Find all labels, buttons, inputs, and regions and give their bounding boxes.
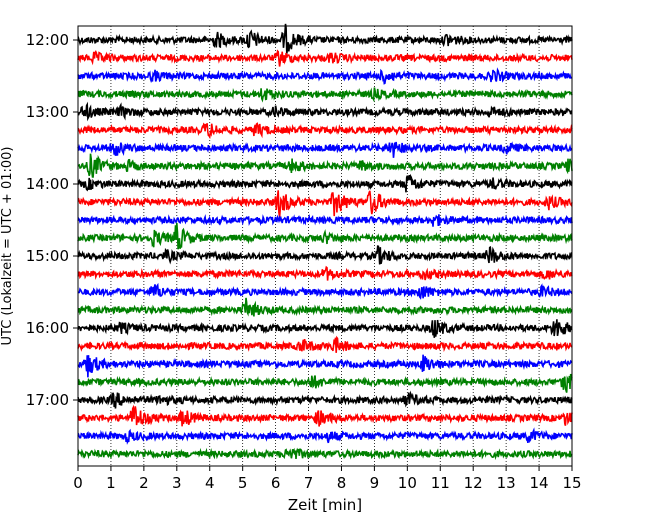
- seismogram-trace: [77, 373, 573, 393]
- seismogram-trace: [77, 173, 573, 193]
- grid-lines: [110, 26, 540, 466]
- y-tick-label: 17:00: [26, 391, 69, 409]
- x-tick-label: 15: [562, 474, 581, 492]
- seismogram-trace: [77, 335, 573, 353]
- seismogram-trace: [77, 122, 573, 140]
- seismogram-trace: [77, 222, 573, 250]
- x-tick-label: 9: [370, 474, 380, 492]
- seismogram-trace: [77, 427, 573, 445]
- seismogram-trace: [77, 265, 573, 281]
- seismogram-traces: [77, 23, 573, 461]
- x-tick-label: 13: [497, 474, 516, 492]
- seismogram-trace: [77, 390, 573, 409]
- y-tick-label: 13:00: [26, 103, 69, 121]
- seismogram-trace: [77, 297, 573, 317]
- seismogram-trace: [77, 447, 573, 461]
- seismogram-trace: [77, 404, 573, 427]
- x-tick-label: 11: [431, 474, 450, 492]
- x-tick-label: 4: [205, 474, 215, 492]
- x-tick-label: 7: [304, 474, 314, 492]
- seismogram-trace: [77, 141, 573, 158]
- x-tick-label: 1: [106, 474, 116, 492]
- x-axis: 0 1 2 3 4 5 6 7 8 9 10 11 12 13 14 15: [73, 466, 582, 492]
- seismogram-trace: [77, 101, 573, 122]
- x-tick-label: 3: [172, 474, 182, 492]
- seismogram-trace: [77, 354, 573, 378]
- seismogram-trace: [77, 87, 573, 103]
- y-axis-label: UTC (Lokalzeit = UTC + 01:00): [0, 147, 15, 346]
- seismogram-trace: [77, 49, 573, 67]
- y-tick-label: 16:00: [26, 319, 69, 337]
- seismogram-trace: [77, 245, 573, 265]
- y-tick-label: 15:00: [26, 247, 69, 265]
- x-tick-label: 10: [398, 474, 417, 492]
- y-tick-label: 14:00: [26, 175, 69, 193]
- x-tick-label: 12: [464, 474, 483, 492]
- seismogram-trace: [77, 23, 573, 54]
- plot-frame: [77, 25, 573, 467]
- x-tick-label: 14: [530, 474, 549, 492]
- x-tick-label: 2: [139, 474, 149, 492]
- seismogram-trace: [77, 190, 573, 218]
- seismogram-trace: [77, 213, 573, 227]
- seismogram-trace: [77, 282, 573, 300]
- seismogram-trace: [77, 153, 573, 178]
- x-tick-label: 8: [337, 474, 347, 492]
- y-tick-label: 12:00: [26, 31, 69, 49]
- x-tick-label: 0: [73, 474, 83, 492]
- seismogram-trace: [77, 67, 573, 85]
- x-tick-label: 6: [271, 474, 281, 492]
- x-axis-label: Zeit [min]: [288, 496, 362, 514]
- y-axis: 12:00 13:00 14:00 15:00 16:00 17:00: [26, 31, 78, 409]
- x-tick-label: 5: [238, 474, 248, 492]
- seismogram-trace: [77, 319, 573, 338]
